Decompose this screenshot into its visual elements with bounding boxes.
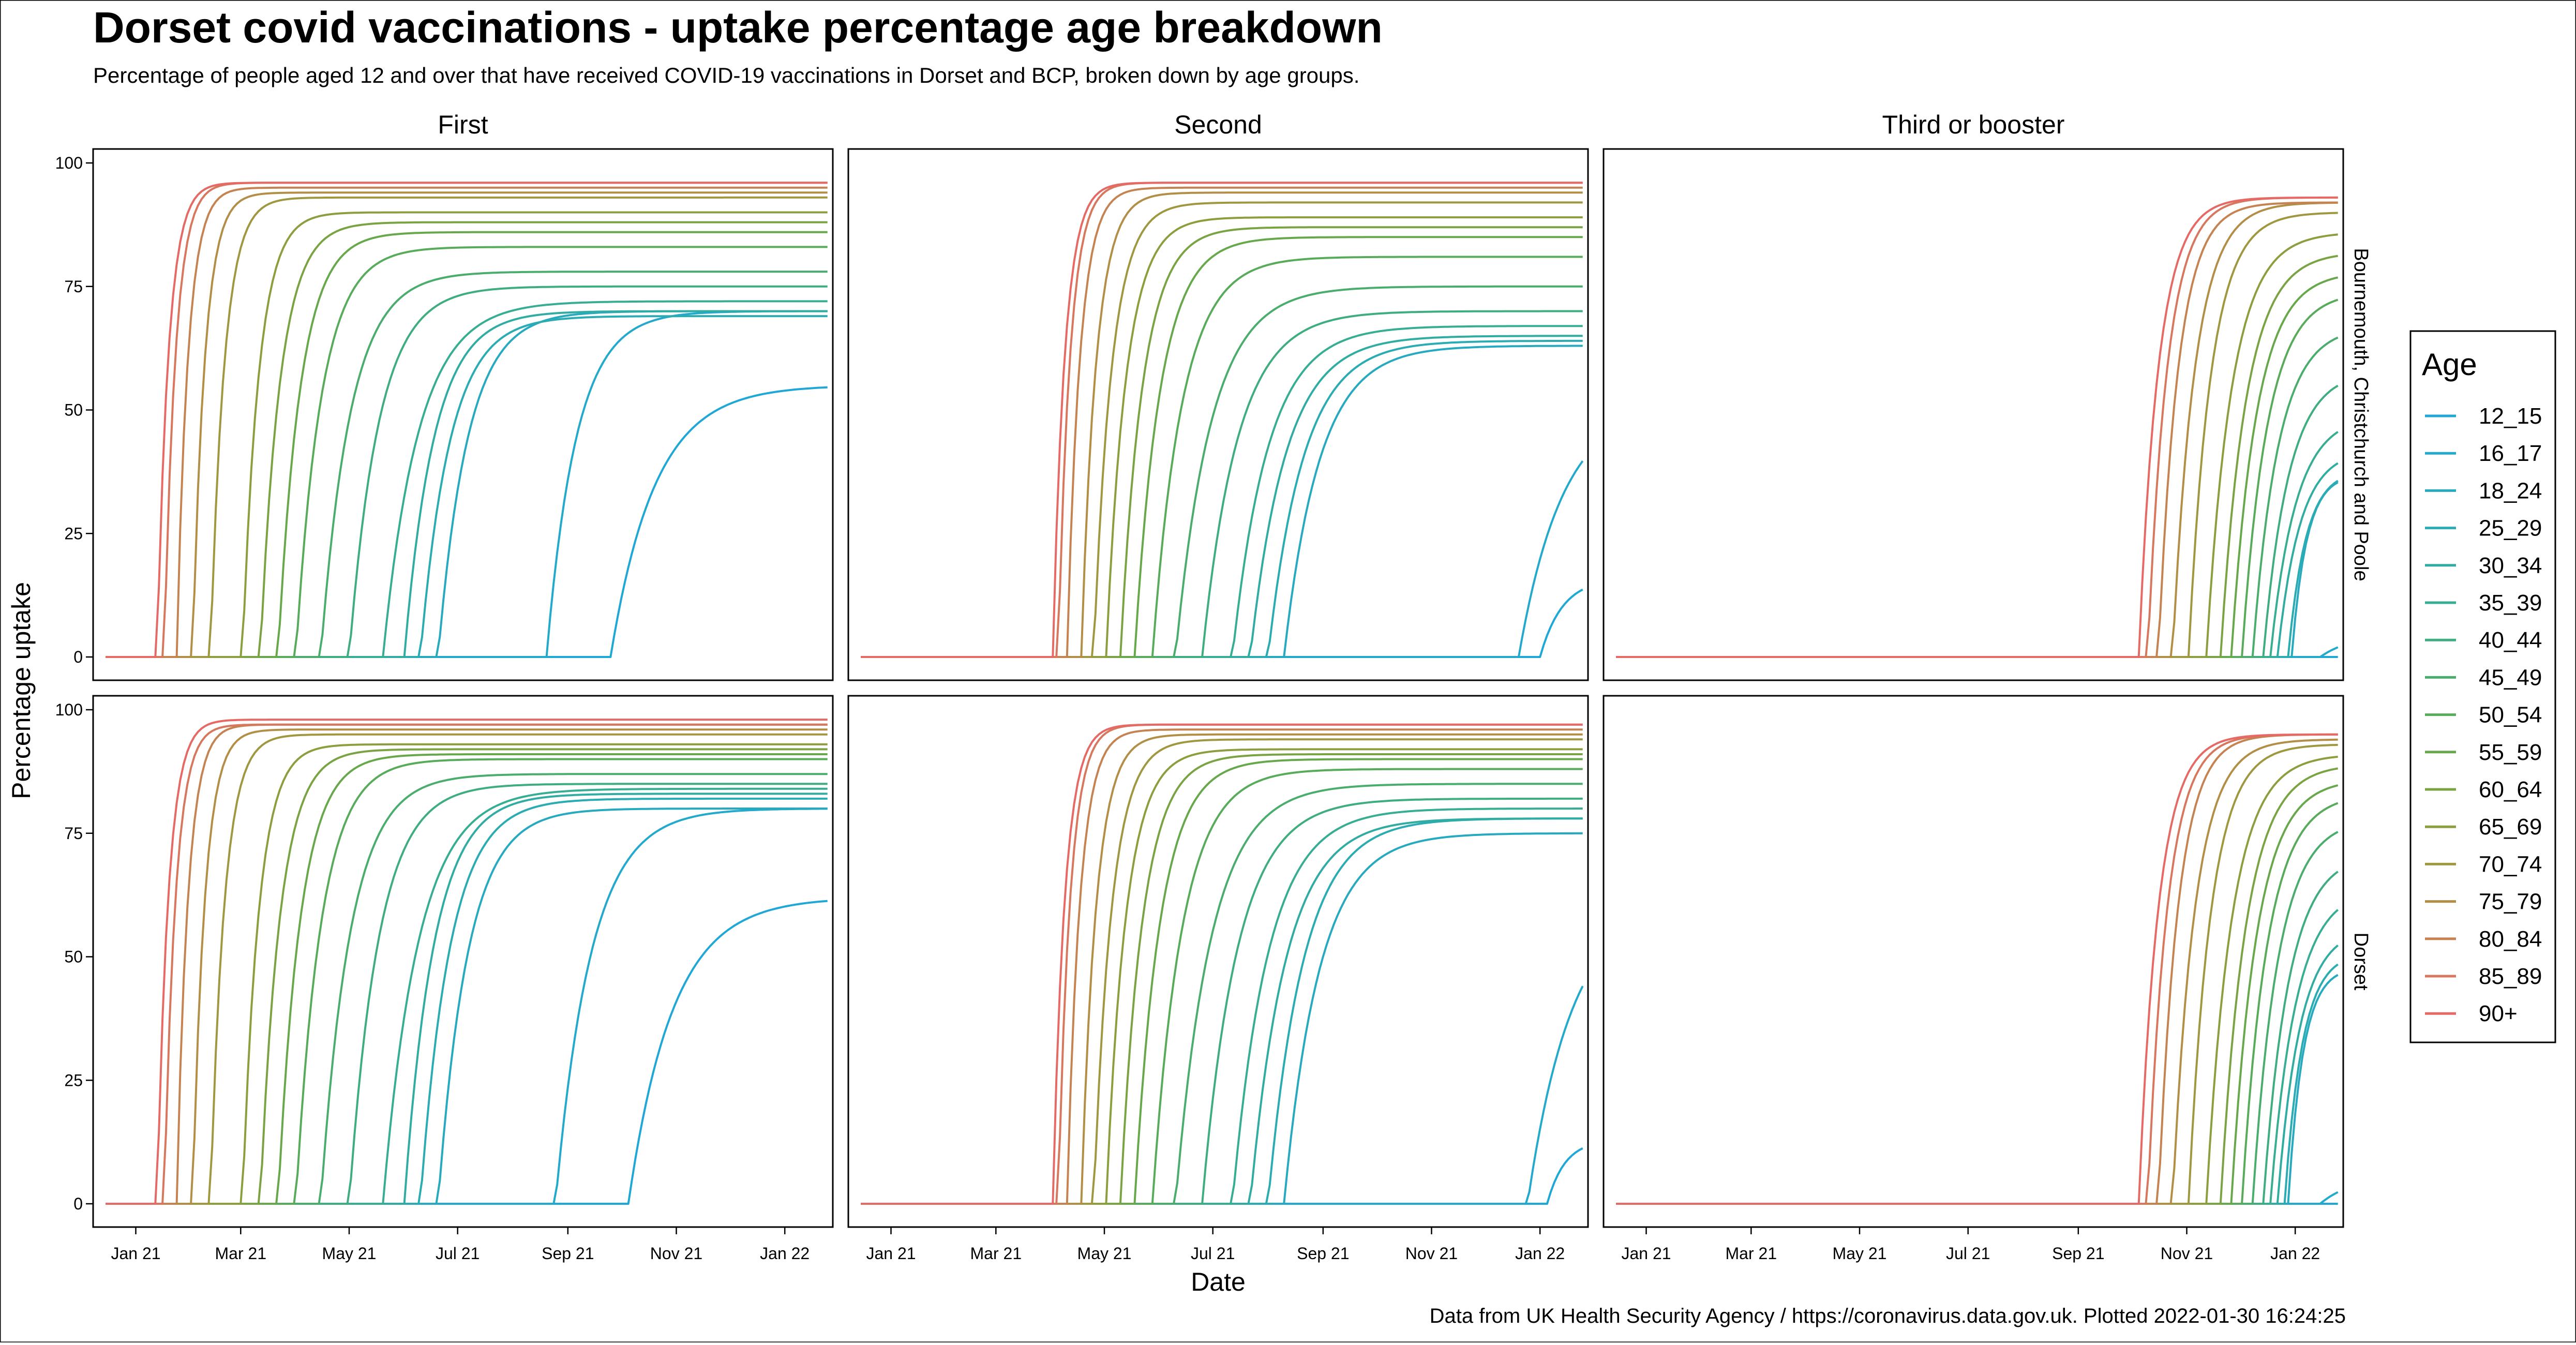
y-tick-label: 0 [73,1194,83,1213]
legend-label: 12_15 [2479,404,2542,429]
panels: First Second Third or booster Bournemouth, … [55,110,2372,1263]
panel-third-dorset: Jan 21 Mar 21 May 21 Jul 21 Sep 21 Nov 21 Jan … [1602,695,2344,1263]
x-tick-label: Nov 21 [1405,1244,1458,1263]
legend-label: 16_17 [2479,441,2542,466]
legend-label: 30_34 [2479,553,2542,578]
x-tick-label: Jul 21 [1946,1244,1990,1263]
x-tick-label: Sep 21 [1297,1244,1349,1263]
legend-label: 45_49 [2479,665,2542,690]
series-line-80_84 [106,186,828,658]
x-tick-label: Nov 21 [650,1244,702,1263]
x-axis-title: Date [1191,1267,1246,1296]
facet-row-label: Dorset [2350,933,2372,991]
series-line-90+ [861,182,1583,658]
y-tick-label: 0 [73,648,83,666]
legend-label: 75_79 [2479,889,2542,915]
x-tick-label: Jul 21 [1191,1244,1235,1263]
x-tick-label: Jan 22 [1515,1244,1565,1263]
x-tick-label: Mar 21 [215,1244,267,1263]
x-tick-label: Mar 21 [1726,1244,1777,1263]
legend-label: 65_69 [2479,814,2542,840]
legend-label: 18_24 [2479,478,2542,503]
series-line-90+ [1616,196,2338,658]
x-tick-label: Jan 21 [111,1244,160,1263]
chart-caption: Data from UK Health Security Agency / ht… [1430,1305,2346,1327]
panel-second-bcp [847,148,1589,681]
x-tick-label: Sep 21 [542,1244,594,1263]
legend-title: Age [2422,347,2477,382]
series-line-70_74 [106,733,828,1205]
series-line-90+ [1616,733,2338,1205]
panel-frame [847,695,1589,1228]
legend-frame [2409,330,2556,1043]
series-line-65_69 [106,211,828,658]
y-axis-title: Percentage uptake [7,582,36,799]
x-tick-label: May 21 [1077,1244,1132,1263]
legend-label: 55_59 [2479,740,2542,765]
panel-first-bcp: 0 25 50 75 100 [55,148,834,681]
y-tick-label: 75 [64,824,83,843]
legend-label: 50_54 [2479,703,2542,728]
legend-label: 25_29 [2479,516,2542,541]
panel-first-dorset: 0 25 50 75 100 Jan 21 Mar 21 May 21 Jul 21 Sep 21… [55,695,834,1263]
x-tick-label: Jan 22 [2270,1244,2320,1263]
y-tick-label: 100 [55,154,83,172]
legend-label: 90+ [2479,1001,2518,1026]
panel-frame [1602,148,2344,681]
chart-subtitle: Percentage of people aged 12 and over th… [93,63,1359,87]
panel-frame [92,695,834,1228]
y-tick-label: 50 [64,948,83,966]
x-tick-label: Jan 21 [1621,1244,1671,1263]
legend-label: 85_89 [2479,964,2542,989]
legend-label: 60_64 [2479,777,2542,802]
legend-label: 40_44 [2479,627,2542,653]
x-tick-label: May 21 [1833,1244,1887,1263]
series-line-75_79 [106,191,828,658]
series-line-85_89 [106,723,828,1205]
x-tick-label: Sep 21 [2052,1244,2104,1263]
panel-second-dorset: Jan 21 Mar 21 May 21 Jul 21 Sep 21 Nov 21 Jan … [847,695,1589,1263]
series-line-90+ [106,719,828,1205]
x-tick-label: Nov 21 [2161,1244,2213,1263]
x-tick-label: May 21 [322,1244,377,1263]
y-tick-label: 50 [64,401,83,420]
x-tick-label: Jul 21 [436,1244,480,1263]
panel-frame [847,148,1589,681]
y-tick-label: 100 [55,700,83,719]
series-line-90+ [861,723,1583,1205]
panel-frame [1602,695,2344,1228]
facet-column-label: First [438,110,488,139]
y-tick-label: 75 [64,277,83,296]
legend-label: 35_39 [2479,590,2542,616]
facet-row-label: Bournemouth, Christchurch and Poole [2350,248,2372,581]
legend-label: 80_84 [2479,926,2542,952]
series-line-90+ [106,182,828,658]
panel-frame [92,148,834,681]
y-tick-label: 25 [64,524,83,543]
facet-column-label: Third or booster [1882,110,2065,139]
legend-label: 70_74 [2479,851,2542,877]
x-tick-label: Jan 22 [760,1244,810,1263]
series-line-65_69 [106,743,828,1205]
y-tick-label: 25 [64,1071,83,1089]
x-tick-label: Jan 21 [866,1244,916,1263]
chart-title: Dorset covid vaccinations - uptake perce… [93,3,1383,52]
facet-column-label: Second [1174,110,1262,139]
panel-third-bcp [1602,148,2344,681]
series-line-75_79 [106,728,828,1205]
series-line-70_74 [106,196,828,658]
x-tick-label: Mar 21 [970,1244,1022,1263]
